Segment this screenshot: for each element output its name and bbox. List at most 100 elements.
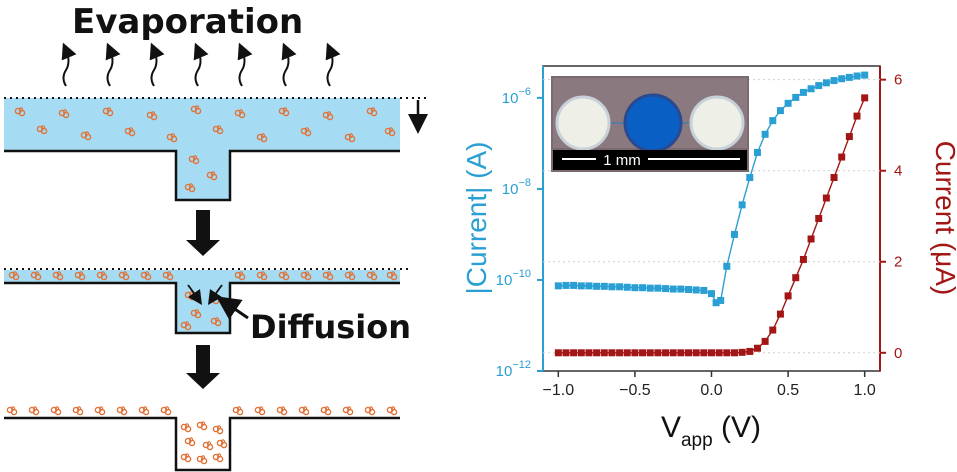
data-point-linear-23 bbox=[730, 349, 738, 357]
data-point-linear-4 bbox=[585, 349, 593, 357]
data-point-linear-39 bbox=[853, 112, 861, 120]
data-point-linear-18 bbox=[692, 349, 700, 357]
data-point-log-9 bbox=[623, 283, 631, 291]
data-point-log-14 bbox=[662, 285, 670, 293]
data-point-log-21 bbox=[712, 299, 720, 307]
data-point-linear-15 bbox=[669, 349, 677, 357]
x-tick-label-1: −0.5 bbox=[619, 382, 651, 399]
data-point-log-37 bbox=[830, 77, 838, 85]
data-point-log-4 bbox=[585, 282, 593, 290]
data-point-log-32 bbox=[792, 93, 800, 101]
data-point-linear-37 bbox=[838, 153, 846, 161]
data-point-linear-22 bbox=[723, 349, 731, 357]
data-point-log-18 bbox=[692, 286, 700, 294]
data-point-log-30 bbox=[776, 107, 784, 115]
data-point-linear-6 bbox=[600, 349, 608, 357]
data-point-log-7 bbox=[608, 283, 616, 291]
data-point-linear-11 bbox=[639, 349, 647, 357]
data-point-linear-19 bbox=[700, 349, 708, 357]
data-point-linear-2 bbox=[570, 349, 578, 357]
x-axis-label: Vapp (V) bbox=[661, 411, 761, 451]
data-point-log-3 bbox=[577, 282, 585, 290]
left-axis-label: |Current| (A) bbox=[461, 141, 492, 294]
data-point-linear-14 bbox=[662, 349, 670, 357]
data-point-linear-24 bbox=[738, 348, 746, 356]
left-tick-exponent-0: −12 bbox=[512, 359, 531, 371]
data-point-linear-5 bbox=[593, 349, 601, 357]
diagram-title: Evaporation bbox=[72, 2, 303, 42]
data-point-log-17 bbox=[685, 286, 693, 294]
data-point-linear-3 bbox=[577, 349, 585, 357]
left-tick-exponent-2: −8 bbox=[518, 177, 531, 189]
x-axis-label-unit: (V) bbox=[713, 411, 761, 444]
data-point-log-39 bbox=[845, 73, 853, 81]
right-tick-label-0: 0 bbox=[894, 345, 902, 362]
data-point-log-26 bbox=[746, 174, 754, 182]
data-point-log-8 bbox=[616, 283, 624, 291]
data-point-log-10 bbox=[631, 284, 639, 292]
data-point-linear-16 bbox=[677, 349, 685, 357]
right-axis-label: Current (μA) bbox=[930, 141, 957, 296]
inset-right-electrode bbox=[689, 95, 745, 151]
left-tick-exponent-1: −10 bbox=[512, 268, 531, 280]
data-point-log-23 bbox=[723, 262, 731, 270]
x-axis-ticks: −1.0 −0.5 0.0 0.5 1.0 bbox=[543, 371, 876, 399]
process-arrow-2 bbox=[186, 345, 220, 389]
stage-2-thin-film: Diffusion bbox=[4, 268, 411, 346]
data-point-log-24 bbox=[730, 230, 738, 238]
data-point-log-11 bbox=[639, 284, 647, 292]
data-point-log-38 bbox=[838, 75, 846, 83]
left-tick-base-2: 10 bbox=[502, 181, 519, 198]
data-point-linear-35 bbox=[822, 194, 830, 202]
inset-scale-label: 1 mm bbox=[603, 152, 641, 169]
right-tick-label-3: 6 bbox=[894, 72, 902, 89]
data-point-log-35 bbox=[815, 82, 823, 90]
particles-stage-3 bbox=[6, 406, 398, 465]
data-point-log-33 bbox=[799, 88, 807, 96]
right-axis-ticks: 0 2 4 6 bbox=[880, 72, 902, 362]
data-point-linear-7 bbox=[608, 349, 616, 357]
data-point-linear-26 bbox=[753, 344, 761, 352]
data-point-linear-32 bbox=[799, 255, 807, 263]
x-axis-label-main: V bbox=[661, 411, 681, 444]
left-tick-label-2: 10−8 bbox=[502, 177, 531, 198]
data-point-linear-13 bbox=[654, 349, 662, 357]
data-point-linear-30 bbox=[784, 292, 792, 300]
data-point-log-6 bbox=[600, 282, 608, 290]
x-axis-label-sub: app bbox=[681, 430, 713, 451]
data-point-linear-29 bbox=[776, 310, 784, 318]
data-point-log-20 bbox=[708, 290, 715, 298]
data-point-linear-9 bbox=[623, 349, 631, 357]
data-point-log-12 bbox=[646, 284, 654, 292]
vapor-arrows bbox=[61, 42, 341, 87]
left-tick-label-0: 10−12 bbox=[496, 359, 531, 380]
data-point-linear-31 bbox=[792, 274, 800, 282]
data-point-linear-0 bbox=[554, 349, 562, 357]
left-tick-base-1: 10 bbox=[496, 272, 513, 289]
data-point-log-15 bbox=[669, 285, 677, 293]
data-point-linear-20 bbox=[708, 349, 715, 357]
data-point-log-19 bbox=[700, 286, 708, 294]
inset-photo: 1 mm bbox=[551, 76, 749, 172]
data-point-log-13 bbox=[654, 284, 662, 292]
inset-center-electrode bbox=[623, 93, 683, 153]
right-tick-label-2: 4 bbox=[894, 163, 902, 180]
inset-left-electrode bbox=[555, 95, 611, 151]
data-point-log-41 bbox=[861, 71, 869, 79]
data-point-linear-27 bbox=[761, 337, 769, 345]
data-point-log-16 bbox=[677, 285, 685, 293]
x-tick-label-3: 0.5 bbox=[777, 382, 799, 399]
data-point-linear-10 bbox=[631, 349, 639, 357]
data-point-log-5 bbox=[593, 282, 601, 290]
data-point-linear-12 bbox=[646, 349, 654, 357]
data-point-log-27 bbox=[753, 148, 761, 156]
data-point-log-2 bbox=[570, 281, 578, 289]
evaporation-diagram: Evaporation bbox=[4, 2, 430, 472]
x-tick-label-2: 0.0 bbox=[700, 382, 722, 399]
stage-1-full-liquid bbox=[4, 97, 430, 202]
data-point-linear-36 bbox=[830, 174, 838, 182]
left-tick-base-0: 10 bbox=[496, 363, 513, 380]
